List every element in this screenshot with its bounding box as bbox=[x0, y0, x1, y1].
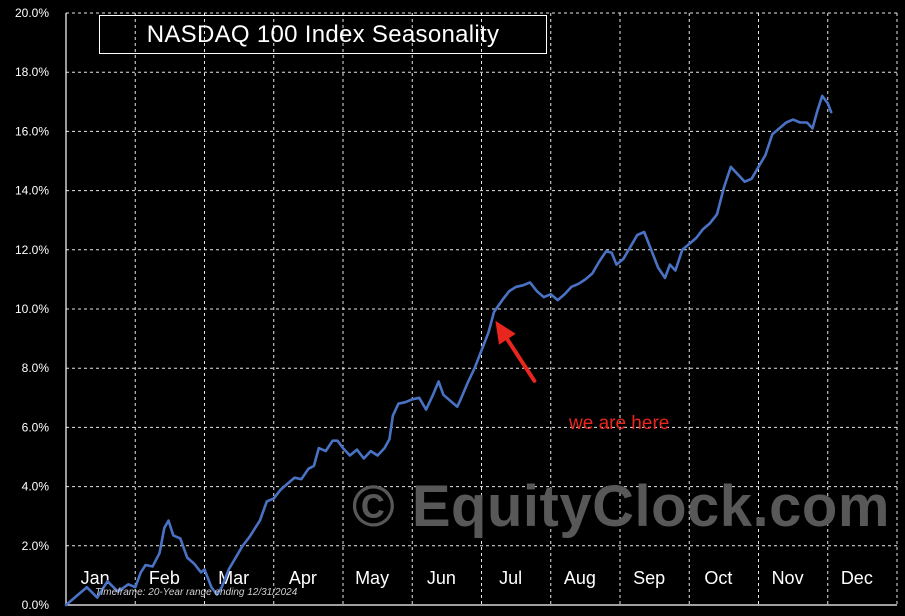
x-tick-label: Oct bbox=[704, 568, 732, 588]
x-tick-label: Feb bbox=[149, 568, 180, 588]
watermark: © EquityClock.com bbox=[352, 474, 890, 539]
x-tick-label: Jun bbox=[427, 568, 456, 588]
x-tick-label: Dec bbox=[841, 568, 873, 588]
y-tick-label: 8.0% bbox=[22, 361, 50, 375]
y-tick-label: 2.0% bbox=[22, 539, 50, 553]
annotation-label: we are here bbox=[569, 413, 670, 434]
x-tick-label: Mar bbox=[218, 568, 249, 588]
annotation-arrow-head bbox=[495, 320, 516, 345]
y-tick-label: 18.0% bbox=[15, 65, 49, 79]
y-tick-label: 20.0% bbox=[15, 6, 49, 20]
timeframe-note: Timeframe: 20-Year range ending 12/31/20… bbox=[95, 587, 298, 598]
annotation-arrow-group bbox=[495, 320, 537, 383]
y-tick-label: 14.0% bbox=[15, 184, 49, 198]
chart-title: NASDAQ 100 Index Seasonality bbox=[99, 15, 547, 54]
x-tick-label: Jul bbox=[499, 568, 522, 588]
series-line bbox=[64, 94, 833, 607]
x-tick-label: Nov bbox=[772, 568, 804, 588]
y-tick-label: 6.0% bbox=[22, 420, 50, 434]
x-tick-label: Apr bbox=[289, 568, 317, 588]
annotation-arrow-shaft bbox=[505, 337, 537, 383]
y-tick-label: 12.0% bbox=[15, 243, 49, 257]
axes: 0.0% 2.0% 4.0% 6.0% 8.0% 10.0% 12.0% 14.0% 16.0%… bbox=[15, 6, 897, 612]
x-tick-label: Sep bbox=[633, 568, 665, 588]
series bbox=[64, 94, 833, 607]
y-tick-label: 0.0% bbox=[22, 598, 50, 612]
x-tick-label: Aug bbox=[564, 568, 596, 588]
y-tick-label: 10.0% bbox=[15, 302, 49, 316]
x-tick-label: May bbox=[355, 568, 389, 588]
gridlines bbox=[66, 12, 898, 605]
y-tick-label: 16.0% bbox=[15, 124, 49, 138]
x-tick-label: Jan bbox=[81, 568, 110, 588]
y-tick-label: 4.0% bbox=[22, 480, 50, 494]
